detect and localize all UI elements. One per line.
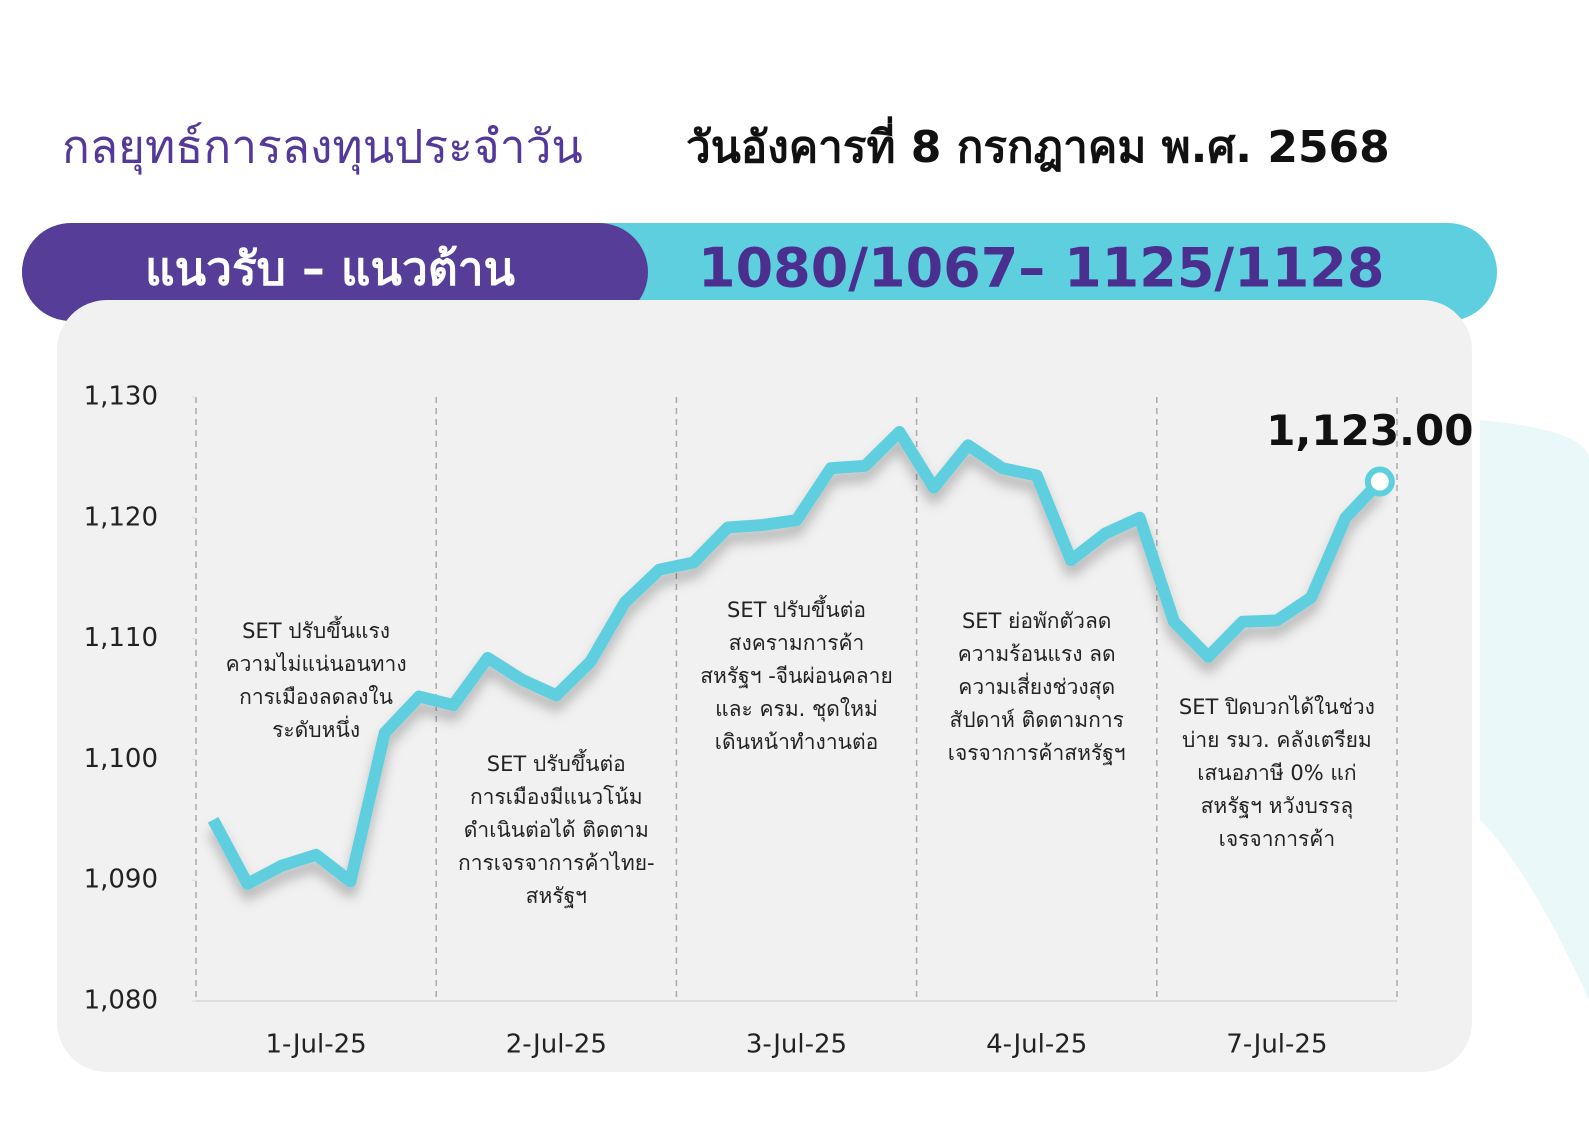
annotation: การเมืองมีแนวโน้ม <box>470 785 643 809</box>
banner-label: แนวรับ – แนวต้าน <box>145 242 515 296</box>
date: วันอังคารที่ 8 กรกฎาคม พ.ศ. 2568 <box>686 116 1390 173</box>
annotation: ดำเนินต่อได้ ติดตาม <box>464 818 649 842</box>
banner-levels: 1080/1067– 1125/1128 <box>698 237 1384 300</box>
value-label: 1,123.00 <box>1266 406 1473 455</box>
annotation: สหรัฐฯ -จีนผ่อนคลาย <box>700 664 893 688</box>
annotation: สัปดาห์ ติดตามการ <box>949 708 1123 732</box>
annotation: การเมืองลดลงใน <box>239 685 393 709</box>
annotation: ความไม่แน่นอนทาง <box>226 652 407 676</box>
y-tick-label: 1,120 <box>84 502 158 532</box>
annotation: SET ปิดบวกได้ในช่วง <box>1179 695 1375 719</box>
annotation: สหรัฐฯ <box>526 884 587 908</box>
annotation: เจรจาการค้า <box>1219 827 1335 851</box>
y-tick-label: 1,130 <box>84 382 158 412</box>
annotation: SET ย่อพักตัวลด <box>962 609 1112 633</box>
annotation: เจรจาการค้าสหรัฐฯ <box>948 741 1126 765</box>
line <box>207 426 1385 890</box>
annotation: SET ปรับขึ้นแรง <box>242 616 390 643</box>
annotation: สงครามการค้า <box>729 631 865 655</box>
annotation: ความเสี่ยงช่วงสุด <box>958 672 1115 700</box>
y-tick-label: 1,110 <box>84 623 158 653</box>
annotation: SET ปรับขึ้นต่อ <box>727 595 866 622</box>
panel <box>57 300 1472 1072</box>
annotation: SET ปรับขึ้นต่อ <box>487 749 626 776</box>
annotation: การเจรจาการค้าไทย- <box>458 851 655 875</box>
x-tick-label: 7-Jul-25 <box>1226 1030 1327 1060</box>
annotation: ความร้อนแรง ลด <box>958 642 1116 666</box>
y-tick-label: 1,090 <box>84 865 158 895</box>
x-tick-label: 1-Jul-25 <box>265 1030 366 1060</box>
annotation: บ่าย รมว. คลังเตรียม <box>1182 728 1372 752</box>
x-tick-label: 3-Jul-25 <box>746 1030 847 1060</box>
title: กลยุทธ์การลงทุนประจำวัน <box>62 120 583 176</box>
label-pill <box>22 223 648 321</box>
end-point <box>1364 466 1395 497</box>
annotation: และ ครม. ชุดใหม่ <box>715 697 878 722</box>
annotation: ระดับหนึ่ง <box>272 715 360 742</box>
annotation: เสนอภาษี 0% แก่ <box>1197 761 1356 785</box>
y-tick-label: 1,080 <box>84 986 158 1016</box>
annotation: สหรัฐฯ หวังบรรลุ <box>1201 794 1354 819</box>
x-tick-label: 4-Jul-25 <box>986 1030 1087 1060</box>
annotation: เดินหน้าทำงานต่อ <box>715 730 878 754</box>
y-tick-label: 1,100 <box>84 744 158 774</box>
x-tick-label: 2-Jul-25 <box>506 1030 607 1060</box>
decor <box>1480 420 1589 1000</box>
